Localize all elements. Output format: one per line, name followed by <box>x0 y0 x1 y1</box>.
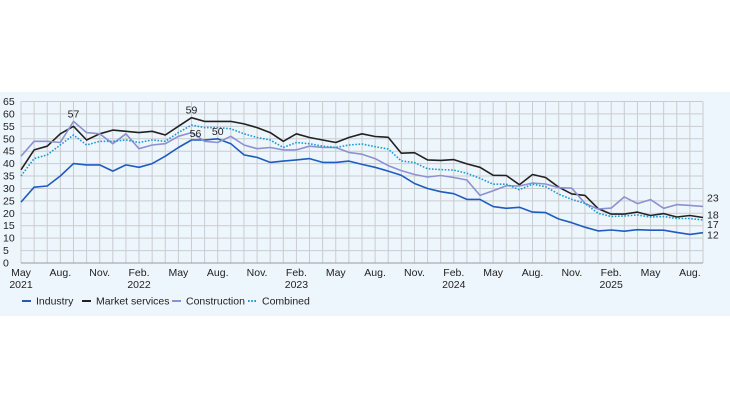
y-tick-label: 15 <box>3 220 15 232</box>
x-tick-label: May <box>168 267 189 279</box>
data-label: 23 <box>707 192 719 204</box>
chart-panel <box>0 92 730 316</box>
y-tick-label: 45 <box>3 146 15 158</box>
data-label: 57 <box>68 108 80 120</box>
x-tick-label: Feb. <box>286 267 307 279</box>
x-tick-label: Feb. <box>443 267 464 279</box>
x-tick-label: Aug. <box>364 267 386 279</box>
y-tick-label: 10 <box>3 233 15 245</box>
x-tick-year: 2021 <box>9 279 33 291</box>
series-line-industry <box>20 138 704 236</box>
data-label: 18 <box>707 210 719 222</box>
y-tick-label: 65 <box>3 96 15 108</box>
x-tick-label: Aug. <box>522 267 544 279</box>
y-tick-label: 60 <box>3 108 15 120</box>
grid <box>20 101 704 264</box>
y-tick-label: 0 <box>3 258 9 270</box>
legend-label: Construction <box>186 296 245 308</box>
series-lines <box>20 116 704 236</box>
series-line-construction <box>20 120 704 210</box>
x-tick-label: May <box>641 267 662 279</box>
x-tick-year: 2024 <box>442 279 466 291</box>
legend-label: Industry <box>36 296 74 308</box>
x-tick-label: Aug. <box>50 267 72 279</box>
x-tick-label: Aug. <box>679 267 701 279</box>
x-tick-label: May <box>326 267 347 279</box>
x-tick-label: Feb. <box>601 267 622 279</box>
x-tick-label: Nov. <box>404 267 425 279</box>
y-tick-label: 40 <box>3 158 15 170</box>
y-tick-label: 50 <box>3 133 15 145</box>
data-label: 50 <box>212 126 224 138</box>
x-tick-label: Nov. <box>561 267 582 279</box>
legend-label: Combined <box>262 296 310 308</box>
x-tick-label: May <box>483 267 504 279</box>
y-tick-label: 55 <box>3 121 15 133</box>
y-tick-label: 20 <box>3 208 15 220</box>
x-tick-year: 2022 <box>127 279 151 291</box>
y-tick-label: 5 <box>3 245 9 257</box>
x-tick-label: Aug. <box>207 267 229 279</box>
data-label: 12 <box>707 230 719 242</box>
x-tick-label: Nov. <box>247 267 268 279</box>
legend: Industry Market services Construction Combi… <box>22 296 310 308</box>
y-tick-label: 25 <box>3 195 15 207</box>
series-line-market-services <box>20 116 704 219</box>
x-tick-label: Nov. <box>89 267 110 279</box>
series-line-combined <box>20 124 704 221</box>
data-label: 56 <box>190 128 202 140</box>
x-tick-label: Feb. <box>129 267 150 279</box>
legend-label: Market services <box>96 296 170 308</box>
y-tick-label: 30 <box>3 183 15 195</box>
x-tick-year: 2023 <box>285 279 309 291</box>
x-tick-label: May <box>11 267 32 279</box>
x-tick-year: 2025 <box>600 279 624 291</box>
y-tick-label: 35 <box>3 171 15 183</box>
data-label: 59 <box>186 105 198 117</box>
data-label: 17 <box>707 219 719 231</box>
